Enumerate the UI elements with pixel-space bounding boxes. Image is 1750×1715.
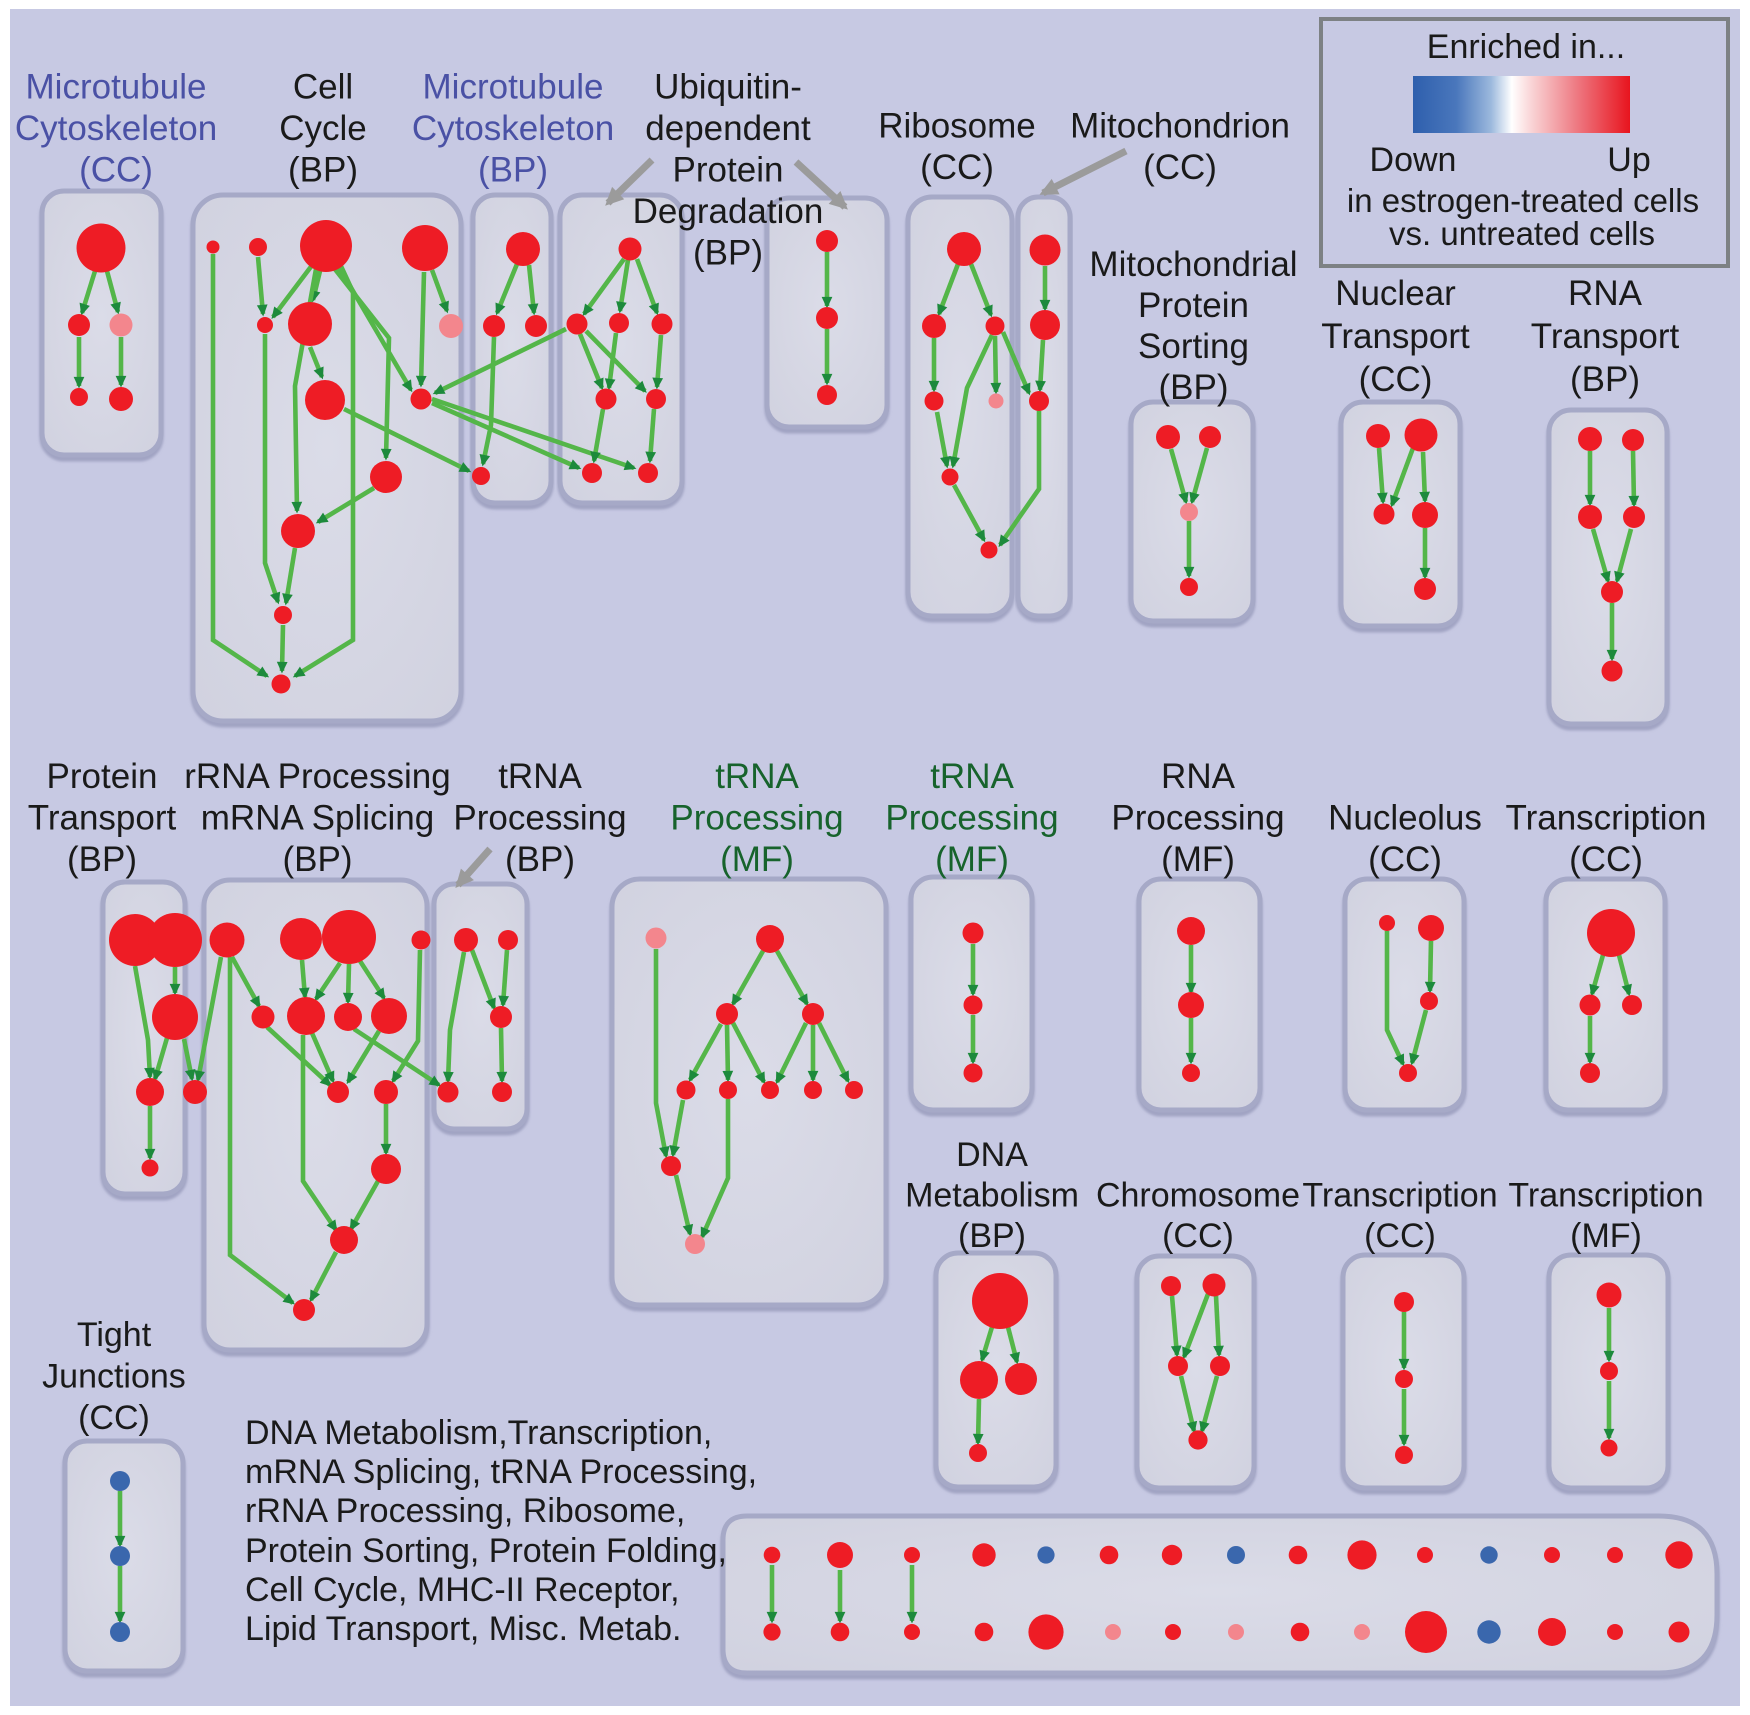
svg-text:Transcription: Transcription (1508, 1177, 1703, 1215)
svg-text:Processing: Processing (885, 799, 1058, 838)
svg-text:(BP): (BP) (283, 840, 353, 879)
svg-text:Cytoskeleton: Cytoskeleton (412, 109, 614, 148)
svg-text:Lipid Transport, Misc. Metab.: Lipid Transport, Misc. Metab. (245, 1610, 682, 1648)
svg-text:DNA: DNA (956, 1136, 1028, 1174)
svg-text:Chromosome: Chromosome (1096, 1177, 1300, 1215)
svg-text:dependent: dependent (645, 109, 811, 148)
svg-text:(CC): (CC) (1368, 840, 1442, 879)
svg-text:Up: Up (1607, 141, 1650, 179)
svg-text:RNA: RNA (1161, 757, 1236, 796)
svg-text:Enriched in...: Enriched in... (1427, 28, 1625, 66)
svg-text:Protein: Protein (47, 757, 158, 796)
svg-text:(BP): (BP) (67, 840, 137, 879)
svg-text:(MF): (MF) (1161, 840, 1235, 879)
svg-text:(CC): (CC) (1364, 1217, 1436, 1255)
svg-text:(CC): (CC) (78, 1399, 150, 1437)
svg-text:Ubiquitin-: Ubiquitin- (654, 68, 802, 107)
svg-text:tRNA: tRNA (498, 757, 582, 796)
svg-text:(BP): (BP) (1159, 368, 1229, 407)
svg-text:Protein: Protein (673, 151, 784, 190)
svg-text:(CC): (CC) (920, 148, 994, 187)
svg-text:mRNA Splicing: mRNA Splicing (201, 799, 434, 838)
svg-text:tRNA: tRNA (715, 757, 799, 796)
svg-text:Transport: Transport (1321, 317, 1470, 356)
svg-text:Sorting: Sorting (1138, 327, 1249, 366)
svg-text:Nuclear: Nuclear (1335, 274, 1456, 313)
svg-text:DNA Metabolism,Transcription,: DNA Metabolism,Transcription, (245, 1414, 712, 1452)
svg-text:Processing: Processing (1111, 799, 1284, 838)
svg-text:(CC): (CC) (1143, 148, 1217, 187)
svg-text:Cycle: Cycle (279, 109, 367, 148)
svg-text:Protein Sorting, Protein Foldi: Protein Sorting, Protein Folding, (245, 1532, 727, 1570)
svg-text:Cytoskeleton: Cytoskeleton (15, 109, 217, 148)
svg-text:Degradation: Degradation (633, 192, 824, 231)
svg-text:Protein: Protein (1138, 286, 1249, 325)
svg-text:Microtubule: Microtubule (423, 68, 604, 107)
svg-text:(BP): (BP) (288, 151, 358, 190)
svg-text:(BP): (BP) (958, 1217, 1026, 1255)
svg-text:Microtubule: Microtubule (26, 68, 207, 107)
svg-text:Transport: Transport (1531, 317, 1680, 356)
svg-text:(CC): (CC) (1162, 1217, 1234, 1255)
svg-text:(BP): (BP) (505, 840, 575, 879)
svg-text:Transport: Transport (28, 799, 177, 838)
svg-text:rRNA Processing, Ribosome,: rRNA Processing, Ribosome, (245, 1492, 685, 1530)
svg-text:Tight: Tight (77, 1316, 152, 1354)
svg-text:Transcription: Transcription (1302, 1177, 1497, 1215)
svg-text:Metabolism: Metabolism (905, 1177, 1079, 1215)
svg-text:Mitochondrion: Mitochondrion (1070, 107, 1290, 146)
svg-text:Nucleolus: Nucleolus (1328, 799, 1482, 838)
svg-text:Cell: Cell (293, 68, 353, 107)
svg-text:(BP): (BP) (693, 234, 763, 273)
svg-text:Mitochondrial: Mitochondrial (1089, 245, 1297, 284)
svg-text:in estrogen-treated cells: in estrogen-treated cells (1347, 182, 1699, 219)
svg-text:Processing: Processing (453, 799, 626, 838)
svg-text:Transcription: Transcription (1506, 799, 1707, 838)
svg-text:tRNA: tRNA (930, 757, 1014, 796)
svg-text:Ribosome: Ribosome (878, 107, 1036, 146)
svg-text:(CC): (CC) (1359, 360, 1433, 399)
svg-text:(MF): (MF) (720, 840, 794, 879)
svg-text:(BP): (BP) (478, 151, 548, 190)
svg-text:RNA: RNA (1568, 274, 1643, 313)
svg-text:(MF): (MF) (1570, 1217, 1642, 1255)
svg-text:(CC): (CC) (79, 151, 153, 190)
svg-text:vs. untreated cells: vs. untreated cells (1389, 215, 1655, 252)
svg-text:(CC): (CC) (1569, 840, 1643, 879)
svg-text:rRNA Processing: rRNA Processing (184, 757, 450, 796)
svg-text:(BP): (BP) (1570, 360, 1640, 399)
svg-text:Down: Down (1370, 141, 1457, 179)
svg-text:Junctions: Junctions (42, 1358, 186, 1396)
svg-text:Cell Cycle, MHC-II Receptor,: Cell Cycle, MHC-II Receptor, (245, 1571, 680, 1609)
svg-text:Processing: Processing (670, 799, 843, 838)
svg-text:mRNA Splicing, tRNA Processing: mRNA Splicing, tRNA Processing, (245, 1453, 757, 1491)
svg-text:(MF): (MF) (935, 840, 1009, 879)
